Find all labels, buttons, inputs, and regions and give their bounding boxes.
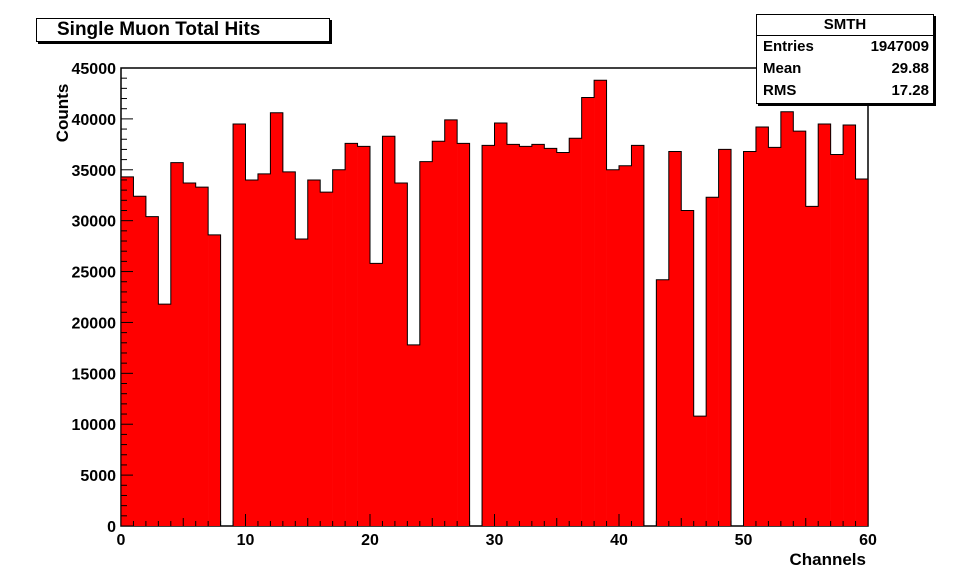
y-tick-label: 0 xyxy=(107,519,116,536)
histogram-bar xyxy=(693,416,707,526)
histogram-bar xyxy=(619,165,632,526)
histogram-bar xyxy=(419,161,433,526)
histogram-bar xyxy=(307,179,321,526)
histogram-bar xyxy=(370,263,383,526)
histogram-bar xyxy=(755,127,769,526)
histogram-bar xyxy=(843,124,856,527)
stats-row-entries: Entries 1947009 xyxy=(757,36,933,58)
histogram-bar xyxy=(170,162,184,527)
y-tick-label: 35000 xyxy=(72,163,117,180)
histogram-bar xyxy=(793,131,807,526)
y-tick-label: 5000 xyxy=(80,468,116,485)
histogram-bar xyxy=(133,196,147,527)
y-tick-label: 45000 xyxy=(72,61,117,78)
stats-label: Entries xyxy=(763,38,814,55)
histogram-bar xyxy=(818,123,831,526)
histogram-bar xyxy=(432,141,445,526)
y-tick-label: 25000 xyxy=(72,265,117,282)
histogram-bar xyxy=(556,152,570,526)
histogram-bar xyxy=(345,143,358,526)
histogram-bar xyxy=(382,136,396,527)
histogram-bar xyxy=(257,173,271,527)
y-tick-label: 15000 xyxy=(72,366,117,383)
histogram-bar xyxy=(706,197,719,526)
histogram-bar xyxy=(569,138,582,526)
histogram-bar xyxy=(332,169,346,526)
stats-label: Mean xyxy=(763,60,802,77)
x-axis-label: Channels xyxy=(789,550,866,569)
chart-title: Single Muon Total Hits xyxy=(36,18,330,42)
x-tick-label: 20 xyxy=(361,532,379,549)
histogram-bar xyxy=(681,210,694,526)
histogram-bar xyxy=(830,154,844,526)
histogram-bar xyxy=(208,234,221,526)
histogram-bar xyxy=(407,344,421,526)
histogram-bar xyxy=(121,176,134,526)
histogram-bar xyxy=(531,144,545,527)
stats-box: SMTH Entries 1947009 Mean 29.88 RMS 17.2… xyxy=(756,14,934,104)
histogram-bar xyxy=(494,122,508,527)
histogram-bar xyxy=(282,171,296,526)
stats-row-rms: RMS 17.28 xyxy=(757,80,933,102)
histogram-bar xyxy=(743,151,757,527)
histogram-bar xyxy=(768,147,782,527)
x-tick-label: 30 xyxy=(486,532,504,549)
y-tick-label: 40000 xyxy=(72,112,117,129)
histogram-bar xyxy=(581,97,595,526)
histogram-bar xyxy=(270,112,284,526)
stats-value: 1947009 xyxy=(870,38,929,55)
y-tick-label: 10000 xyxy=(72,417,117,434)
histogram-bar xyxy=(656,279,670,526)
stats-row-mean: Mean 29.88 xyxy=(757,58,933,80)
histogram-bar xyxy=(805,206,819,526)
histogram-bar xyxy=(855,178,869,526)
histogram-bar xyxy=(718,149,732,526)
x-tick-label: 10 xyxy=(237,532,255,549)
y-tick-label: 20000 xyxy=(72,315,117,332)
stats-box-name: SMTH xyxy=(757,15,933,36)
histogram-bar xyxy=(394,183,408,526)
x-tick-label: 50 xyxy=(735,532,753,549)
x-tick-label: 60 xyxy=(859,532,877,549)
x-tick-label: 40 xyxy=(610,532,628,549)
histogram-bar xyxy=(145,216,159,526)
histogram-bar xyxy=(482,145,495,526)
x-tick-label: 0 xyxy=(117,532,126,549)
histogram-bar xyxy=(357,146,371,526)
histogram-bar xyxy=(594,80,607,527)
histogram-bar xyxy=(158,304,172,526)
histogram-bar xyxy=(780,111,794,527)
histogram-bar xyxy=(668,151,682,527)
histogram-bar xyxy=(320,192,333,526)
stats-value: 17.28 xyxy=(891,82,929,99)
histogram-outline xyxy=(120,79,869,527)
histogram-bar xyxy=(444,119,458,526)
y-tick-label: 30000 xyxy=(72,214,117,231)
histogram-bar xyxy=(295,238,309,526)
histogram-bar xyxy=(245,179,259,526)
histogram-bar xyxy=(506,144,520,527)
histogram-bar xyxy=(233,123,246,526)
histogram-bar xyxy=(457,143,470,526)
y-axis-label: Counts xyxy=(53,84,72,143)
stats-label: RMS xyxy=(763,82,797,99)
histogram-bar xyxy=(195,187,209,526)
histogram-bar xyxy=(544,148,558,526)
histogram-bar xyxy=(631,145,645,526)
stats-value: 29.88 xyxy=(891,60,929,77)
histogram-bar xyxy=(606,169,620,526)
histogram-bar xyxy=(183,183,196,526)
histogram-bar xyxy=(519,146,533,526)
